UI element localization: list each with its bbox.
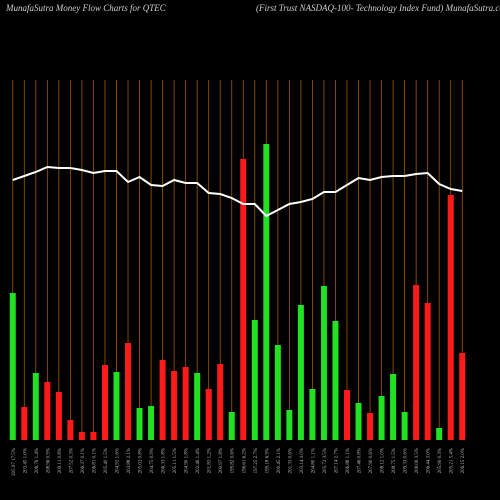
- x-tick-label: 203.45 1.0%: [23, 448, 28, 473]
- x-tick-label: 196.61 6.2%: [242, 448, 247, 473]
- x-tick-label: 204.92 1.6%: [115, 448, 120, 473]
- bar: [274, 345, 281, 440]
- bar: [424, 303, 431, 440]
- x-tick-label: 206.76 1.4%: [35, 448, 40, 473]
- x-tick-label: 206.81 0.1%: [92, 448, 97, 473]
- bar: [148, 406, 155, 440]
- bar: [159, 360, 166, 440]
- x-tick-label: 206.37 0.1%: [81, 448, 86, 473]
- bar: [447, 195, 454, 440]
- x-tick-label: 204.80 1.1%: [311, 448, 316, 473]
- x-tick-label: 200.45 2.1%: [277, 448, 282, 473]
- bar: [171, 371, 178, 440]
- x-tick-label: 200.97 1.8%: [219, 448, 224, 473]
- chart-title: MunafaSutra Money Flow Charts for QTEC: [5, 3, 167, 13]
- bar: [240, 159, 247, 440]
- bar: [228, 412, 235, 440]
- bar: [390, 374, 397, 440]
- bar: [55, 392, 62, 440]
- bar: [378, 396, 385, 440]
- bar: [263, 144, 270, 440]
- x-tick-label: 199.82 0.6%: [231, 448, 236, 473]
- x-tick-label: 205.90 0.3%: [438, 448, 443, 473]
- bar: [320, 286, 327, 440]
- price-line: [12, 165, 463, 218]
- x-tick-label: 202.46 1.4%: [196, 448, 201, 473]
- x-tick-label: 206.33 1.8%: [162, 448, 167, 473]
- x-tick-label: 207.52 0.3%: [69, 448, 74, 473]
- bar: [367, 413, 374, 440]
- x-tick-label: 197.25 2.7%: [254, 448, 259, 473]
- x-tick-label: 203.88 2.1%: [127, 448, 132, 473]
- bar: [113, 372, 120, 440]
- x-tick-label: 205.40 1.5%: [104, 448, 109, 473]
- x-tick-label: 205.97 17.5%: [12, 448, 17, 476]
- x-tick-label: 199.18 6.9%: [265, 448, 270, 473]
- bar: [286, 410, 293, 440]
- x-tick-label: 206.88 1.1%: [346, 448, 351, 473]
- x-tick-label: 208.75 1.5%: [392, 448, 397, 473]
- bar: [32, 373, 39, 440]
- bar: [309, 389, 316, 440]
- bar: [136, 408, 143, 440]
- x-tick-label: 209.33 0.6%: [404, 448, 409, 473]
- x-tick-label: 206.44 3.0%: [427, 448, 432, 473]
- bar: [251, 320, 258, 440]
- bar: [44, 382, 51, 440]
- x-tick-label: 208.12 1.0%: [381, 448, 386, 473]
- bar: [459, 353, 466, 440]
- bar: [205, 389, 212, 440]
- bar: [194, 373, 201, 440]
- bar: [21, 407, 28, 440]
- x-tick-label: 205.02 0.8%: [139, 448, 144, 473]
- x-tick-label: 205.72 3.5%: [323, 448, 328, 473]
- bar: [217, 364, 224, 440]
- bar: [343, 390, 350, 440]
- bar: [332, 321, 339, 440]
- x-tick-label: 201.33 0.6%: [288, 448, 293, 473]
- x-tick-label: 206.15 2.0%: [461, 448, 466, 473]
- x-tick-label: 204.90 1.8%: [185, 448, 190, 473]
- x-tick-label: 204.75 0.9%: [150, 448, 155, 473]
- x-tick-label: 207.46 0.8%: [358, 448, 363, 473]
- bar: [9, 293, 16, 440]
- bar: [413, 285, 420, 440]
- x-tick-label: 203.14 3.0%: [300, 448, 305, 473]
- x-tick-label: 207.90 0.6%: [369, 448, 374, 473]
- bar: [78, 432, 85, 440]
- bar: [182, 367, 189, 440]
- bar: [436, 428, 443, 440]
- x-tick-label: 208.06 3.5%: [415, 448, 420, 473]
- x-tick-label: 205.21 5.4%: [450, 448, 455, 473]
- bar: [401, 412, 408, 440]
- bar: [125, 343, 132, 440]
- bar: [297, 305, 304, 440]
- bar: [90, 432, 97, 440]
- x-tick-label: 209.11 0.8%: [58, 448, 63, 473]
- bar: [355, 403, 362, 440]
- x-tick-label: 208.96 0.9%: [46, 448, 51, 473]
- x-tick-label: 205.11 1.5%: [173, 448, 178, 473]
- x-tick-label: 201.83 1.2%: [208, 448, 213, 473]
- bar: [67, 420, 74, 440]
- chart-subtitle: (First Trust NASDAQ-100- Technology Inde…: [256, 3, 500, 13]
- x-tick-label: 207.14 2.7%: [334, 448, 339, 473]
- bar: [101, 365, 108, 440]
